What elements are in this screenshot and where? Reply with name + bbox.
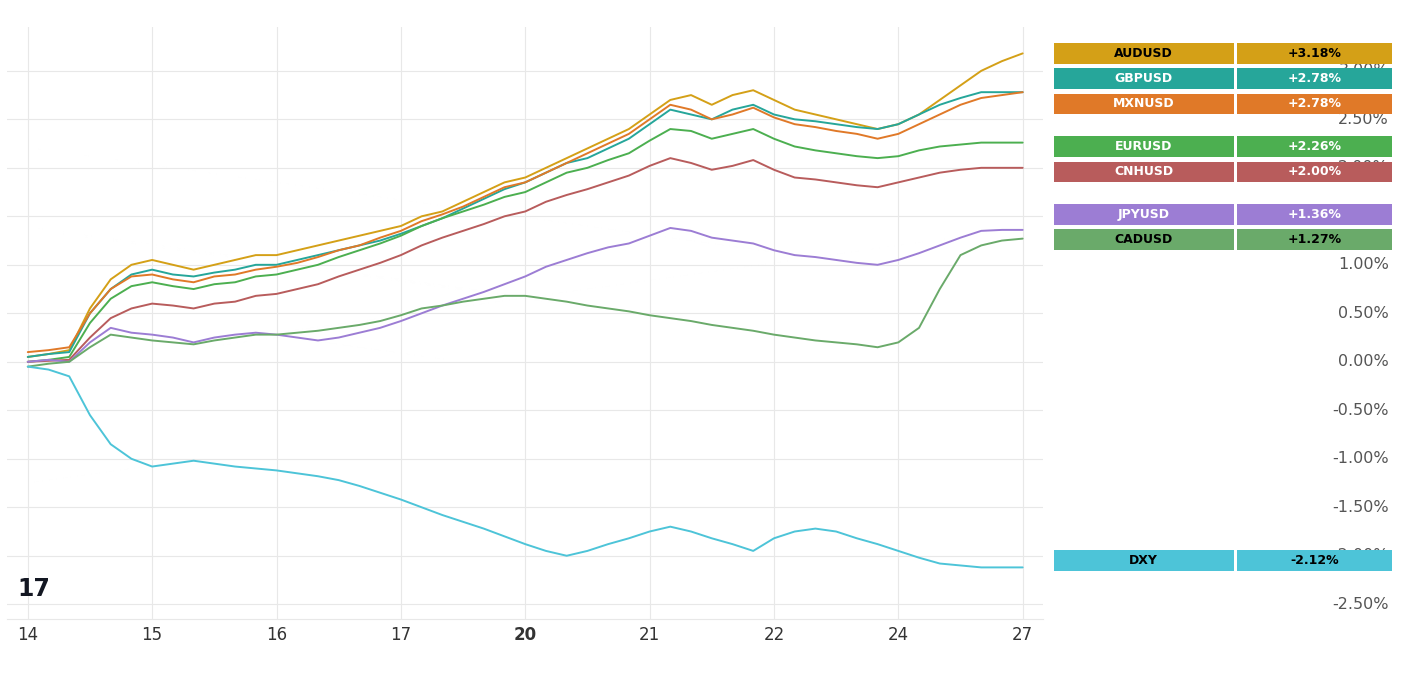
FancyBboxPatch shape bbox=[1053, 69, 1234, 89]
Text: +2.00%: +2.00% bbox=[1287, 165, 1342, 178]
Text: +2.26%: +2.26% bbox=[1287, 140, 1342, 153]
Text: JPYUSD: JPYUSD bbox=[1118, 208, 1170, 221]
FancyBboxPatch shape bbox=[1053, 204, 1234, 224]
FancyBboxPatch shape bbox=[1237, 69, 1393, 89]
Text: 2.00%: 2.00% bbox=[1338, 160, 1389, 175]
Text: 0.50%: 0.50% bbox=[1338, 306, 1389, 321]
FancyBboxPatch shape bbox=[1237, 229, 1393, 250]
Text: AUDUSD: AUDUSD bbox=[1114, 47, 1173, 60]
Text: -0.50%: -0.50% bbox=[1332, 403, 1389, 418]
Text: MXNUSD: MXNUSD bbox=[1112, 97, 1175, 110]
FancyBboxPatch shape bbox=[1237, 44, 1393, 63]
Text: -2.12%: -2.12% bbox=[1290, 554, 1340, 567]
Text: 3.00%: 3.00% bbox=[1338, 63, 1389, 78]
FancyBboxPatch shape bbox=[1053, 136, 1234, 156]
Text: 1.50%: 1.50% bbox=[1338, 209, 1389, 224]
Text: +3.18%: +3.18% bbox=[1287, 47, 1342, 60]
FancyBboxPatch shape bbox=[1237, 162, 1393, 182]
Text: CNHUSD: CNHUSD bbox=[1114, 165, 1173, 178]
Text: -2.50%: -2.50% bbox=[1332, 597, 1389, 612]
Text: +1.27%: +1.27% bbox=[1287, 233, 1342, 246]
FancyBboxPatch shape bbox=[1237, 204, 1393, 224]
FancyBboxPatch shape bbox=[1237, 136, 1393, 156]
FancyBboxPatch shape bbox=[1053, 162, 1234, 182]
Text: CADUSD: CADUSD bbox=[1114, 233, 1173, 246]
Text: +1.36%: +1.36% bbox=[1287, 208, 1342, 221]
Text: 1.00%: 1.00% bbox=[1338, 257, 1389, 272]
Text: 2.50%: 2.50% bbox=[1338, 112, 1389, 127]
FancyBboxPatch shape bbox=[1237, 94, 1393, 114]
FancyBboxPatch shape bbox=[1053, 550, 1234, 571]
Text: EURUSD: EURUSD bbox=[1115, 140, 1172, 153]
Text: -1.00%: -1.00% bbox=[1332, 452, 1389, 466]
Text: -1.50%: -1.50% bbox=[1332, 500, 1389, 515]
Text: 0.00%: 0.00% bbox=[1338, 354, 1389, 369]
FancyBboxPatch shape bbox=[1053, 229, 1234, 250]
Text: GBPUSD: GBPUSD bbox=[1115, 72, 1173, 85]
Text: +2.78%: +2.78% bbox=[1287, 72, 1342, 85]
Text: DXY: DXY bbox=[1129, 554, 1158, 567]
FancyBboxPatch shape bbox=[1053, 44, 1234, 63]
Text: +2.78%: +2.78% bbox=[1287, 97, 1342, 110]
Text: 17: 17 bbox=[17, 577, 51, 601]
FancyBboxPatch shape bbox=[1053, 94, 1234, 114]
FancyBboxPatch shape bbox=[1237, 550, 1393, 571]
Text: -2.00%: -2.00% bbox=[1332, 548, 1389, 563]
